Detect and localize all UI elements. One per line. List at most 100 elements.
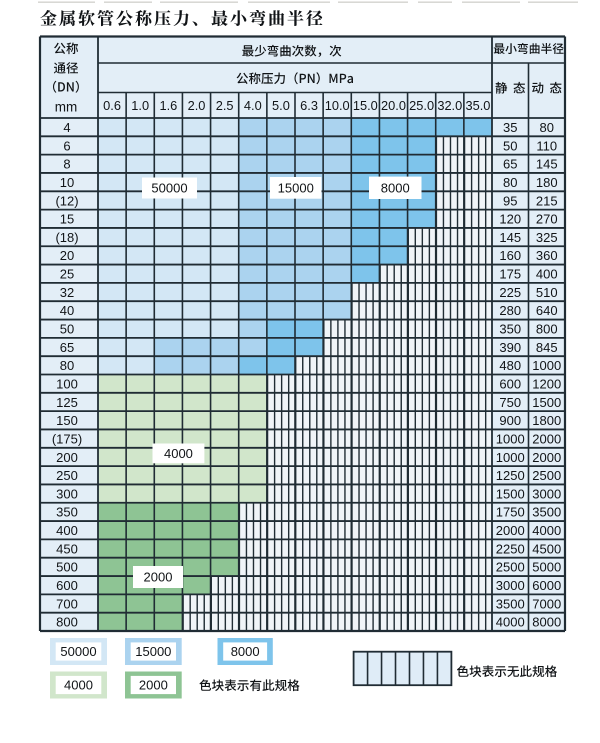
svg-text:10.0: 10.0 [325, 98, 350, 113]
svg-text:325: 325 [536, 230, 558, 245]
svg-text:80: 80 [503, 175, 517, 190]
svg-text:6: 6 [63, 138, 70, 153]
svg-text:3000: 3000 [532, 486, 561, 501]
svg-text:360: 360 [536, 248, 558, 263]
svg-text:15.0: 15.0 [353, 98, 378, 113]
svg-text:1750: 1750 [496, 505, 525, 520]
svg-text:(12): (12) [55, 193, 78, 208]
svg-text:0.6: 0.6 [103, 98, 121, 113]
svg-text:2500: 2500 [496, 560, 525, 575]
svg-text:50: 50 [503, 138, 517, 153]
svg-text:225: 225 [499, 285, 521, 300]
svg-text:1000: 1000 [532, 358, 561, 373]
svg-text:700: 700 [56, 596, 78, 611]
svg-text:4.0: 4.0 [244, 98, 262, 113]
svg-text:(175): (175) [52, 431, 82, 446]
svg-text:4000: 4000 [496, 615, 525, 630]
svg-text:390: 390 [499, 340, 521, 355]
svg-text:32.0: 32.0 [437, 98, 462, 113]
svg-text:640: 640 [536, 303, 558, 318]
svg-text:510: 510 [536, 285, 558, 300]
svg-text:8000: 8000 [532, 615, 561, 630]
svg-text:1800: 1800 [532, 413, 561, 428]
svg-text:15: 15 [60, 212, 74, 227]
svg-text:35.0: 35.0 [465, 98, 490, 113]
svg-text:600: 600 [56, 578, 78, 593]
svg-text:20.0: 20.0 [381, 98, 406, 113]
svg-text:3000: 3000 [496, 578, 525, 593]
svg-text:215: 215 [536, 193, 558, 208]
svg-text:20: 20 [60, 248, 74, 263]
svg-text:4000: 4000 [164, 446, 193, 461]
svg-text:(18): (18) [55, 230, 78, 245]
svg-text:120: 120 [499, 212, 521, 227]
svg-text:3500: 3500 [532, 505, 561, 520]
svg-text:15000: 15000 [278, 180, 314, 195]
svg-text:270: 270 [536, 212, 558, 227]
svg-text:1200: 1200 [532, 376, 561, 391]
svg-text:845: 845 [536, 340, 558, 355]
svg-text:8000: 8000 [381, 180, 410, 195]
svg-text:2000: 2000 [496, 523, 525, 538]
svg-text:1000: 1000 [496, 431, 525, 446]
svg-text:2.0: 2.0 [188, 98, 206, 113]
svg-text:2250: 2250 [496, 541, 525, 556]
svg-text:1.6: 1.6 [159, 98, 177, 113]
svg-text:2000: 2000 [532, 450, 561, 465]
svg-text:4000: 4000 [532, 523, 561, 538]
svg-text:300: 300 [56, 486, 78, 501]
svg-text:1.0: 1.0 [131, 98, 149, 113]
svg-text:600: 600 [499, 376, 521, 391]
svg-text:6000: 6000 [532, 578, 561, 593]
svg-text:25.0: 25.0 [409, 98, 434, 113]
svg-text:40: 40 [60, 303, 74, 318]
svg-text:1250: 1250 [496, 468, 525, 483]
svg-text:32: 32 [60, 285, 74, 300]
svg-text:450: 450 [56, 541, 78, 556]
svg-text:100: 100 [56, 376, 78, 391]
svg-text:200: 200 [56, 450, 78, 465]
svg-text:400: 400 [536, 267, 558, 282]
svg-text:80: 80 [60, 358, 74, 373]
svg-text:35: 35 [503, 120, 517, 135]
svg-text:1500: 1500 [532, 395, 561, 410]
svg-text:7000: 7000 [532, 596, 561, 611]
svg-text:1500: 1500 [496, 486, 525, 501]
svg-text:95: 95 [503, 193, 517, 208]
svg-text:160: 160 [499, 248, 521, 263]
svg-text:50: 50 [60, 322, 74, 337]
svg-text:80: 80 [540, 120, 554, 135]
svg-text:2500: 2500 [532, 468, 561, 483]
svg-text:65: 65 [503, 157, 517, 172]
svg-text:150: 150 [56, 413, 78, 428]
svg-text:125: 125 [56, 395, 78, 410]
svg-text:500: 500 [56, 560, 78, 575]
svg-text:50000: 50000 [151, 181, 187, 196]
svg-text:65: 65 [60, 340, 74, 355]
svg-text:350: 350 [56, 505, 78, 520]
svg-text:180: 180 [536, 175, 558, 190]
svg-text:2000: 2000 [144, 570, 173, 585]
svg-text:5.0: 5.0 [272, 98, 290, 113]
svg-text:400: 400 [56, 523, 78, 538]
svg-text:110: 110 [536, 138, 557, 153]
svg-text:145: 145 [536, 157, 558, 172]
svg-text:4: 4 [63, 120, 70, 135]
svg-text:2000: 2000 [139, 678, 168, 693]
svg-text:175: 175 [499, 267, 521, 282]
svg-text:800: 800 [56, 615, 78, 630]
svg-text:mm: mm [55, 100, 78, 115]
svg-text:280: 280 [499, 303, 521, 318]
svg-text:10: 10 [60, 175, 74, 190]
svg-text:4000: 4000 [64, 678, 93, 693]
svg-text:2.5: 2.5 [216, 98, 234, 113]
svg-text:350: 350 [499, 322, 521, 337]
svg-text:8: 8 [63, 157, 70, 172]
svg-text:2000: 2000 [532, 431, 561, 446]
svg-text:750: 750 [499, 395, 521, 410]
svg-text:480: 480 [499, 358, 521, 373]
svg-text:15000: 15000 [135, 644, 171, 659]
svg-text:4500: 4500 [532, 541, 561, 556]
svg-text:5000: 5000 [532, 560, 561, 575]
svg-text:1000: 1000 [496, 450, 525, 465]
